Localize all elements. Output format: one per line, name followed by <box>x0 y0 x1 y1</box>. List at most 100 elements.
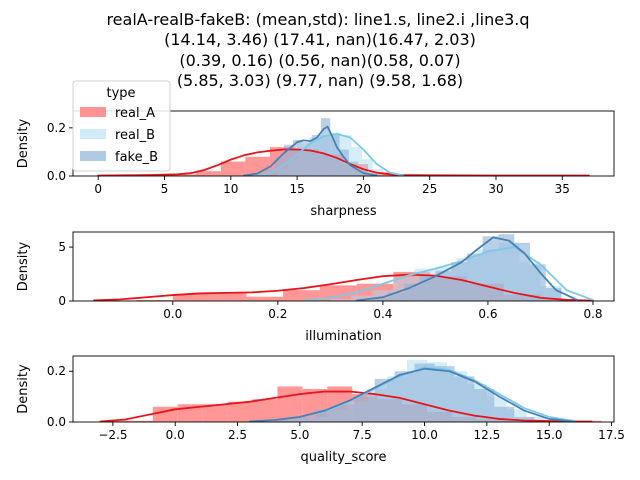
x-tick-label: 7.5 <box>353 428 372 442</box>
panel-illumination: 0.0 0.2 0.4 0.6 0.8 0 5 illumination Density <box>16 231 615 344</box>
bar-fake-b-9 <box>339 149 349 176</box>
bar-fake-b-7 <box>414 363 435 422</box>
bar-fake-b-5 <box>302 142 312 176</box>
x-axis-label: illumination <box>305 329 381 344</box>
x-tick-label: 0.0 <box>166 428 185 442</box>
x-tick-label: 0.6 <box>478 307 497 321</box>
bar-fake-b-0 <box>372 297 389 301</box>
legend-swatch-real-b <box>80 129 106 139</box>
legend: type real_A real_B fake_B <box>72 80 171 172</box>
bar-real-a-6 <box>252 399 278 422</box>
bar-fake-b-5 <box>374 378 395 422</box>
x-tick-label: 17.5 <box>598 428 625 442</box>
bar-real-a-4 <box>196 171 221 176</box>
kde-line-fake-b-quality-score <box>249 367 576 423</box>
bar-fake-b-8 <box>330 135 340 176</box>
panel-sharpness: 0 5 10 15 20 25 30 35 0.0 0.2 sharpness Density <box>16 110 615 219</box>
bar-fake-b-9 <box>514 242 530 301</box>
legend-swatch-real-a <box>80 107 106 117</box>
bar-real-b-7 <box>351 147 363 176</box>
x-axis-label: quality_score <box>301 450 387 465</box>
bar-fake-b-10 <box>474 389 495 422</box>
y-tick-label: 5 <box>58 240 66 254</box>
x-axis-label: sharpness <box>310 204 377 219</box>
bar-fake-b-12 <box>514 416 535 422</box>
bar-fake-b-0 <box>274 419 295 422</box>
y-axis-label: Density <box>16 364 31 414</box>
legend-label-real-a: real_A <box>115 106 155 121</box>
title-line-4: (5.85, 3.03) (9.77, nan) (9.58, 1.68) <box>177 71 463 90</box>
panel-quality-score: −2.5 0.0 2.5 5.0 7.5 10.0 12.5 15.0 17.5 0.0 0.2 qu… <box>16 355 625 465</box>
bar-fake-b-3 <box>334 404 355 422</box>
kde-line-fake-b-illumination <box>355 236 579 302</box>
bar-real-a-3 <box>209 292 247 301</box>
bar-real-a-5 <box>220 161 246 176</box>
x-tick-label: 0.2 <box>268 307 287 321</box>
x-tick-label: 10 <box>223 182 238 196</box>
bar-fake-b-10 <box>348 161 359 176</box>
x-tick-label: 35 <box>555 182 570 196</box>
bar-real-b-1 <box>351 295 373 301</box>
bar-fake-b-2 <box>274 156 284 176</box>
bar-fake-b-5 <box>451 262 467 301</box>
bar-fake-b-6 <box>311 135 321 176</box>
bar-real-a-3 <box>171 174 197 176</box>
kde-line-fake-b-sharpness <box>243 125 378 177</box>
bar-real-b-0 <box>330 298 352 301</box>
kde-line-real-a-sharpness <box>97 148 590 177</box>
x-tick-label: 0 <box>94 182 102 196</box>
series-fake-b-quality-score <box>274 363 535 422</box>
bar-real-a-5 <box>283 290 320 301</box>
y-axis-label: Density <box>16 241 31 291</box>
bar-real-a-5 <box>227 401 253 422</box>
y-tick-label: 0.2 <box>47 121 66 135</box>
y-tick-label: 0.2 <box>47 364 66 378</box>
bar-fake-b-7 <box>482 236 499 301</box>
legend-swatch-fake-b <box>80 151 106 161</box>
bar-fake-b-6 <box>466 253 483 301</box>
x-tick-label: 0.8 <box>583 307 602 321</box>
x-tick-label: 5 <box>161 182 169 196</box>
bar-fake-b-8 <box>434 366 455 422</box>
bar-real-a-4 <box>202 404 228 422</box>
x-tick-label: 30 <box>488 182 503 196</box>
kde-line-real-a-illumination <box>93 273 594 302</box>
kde-line-real-b-illumination <box>303 246 594 302</box>
bar-fake-b-4 <box>293 139 303 176</box>
y-axis-label: Density <box>16 118 31 168</box>
y-tick-label: 0.0 <box>47 415 66 429</box>
bar-fake-b-1 <box>388 292 404 302</box>
x-tick-label: 15.0 <box>536 428 563 442</box>
axes-frame-illumination <box>72 231 615 302</box>
bar-real-b-12 <box>526 416 547 422</box>
bar-real-a-1 <box>127 420 153 422</box>
title-line-1: realA-realB-fakeB: (mean,std): line1.s, … <box>106 10 529 29</box>
x-tick-label: 0.4 <box>373 307 392 321</box>
figure-title: realA-realB-fakeB: (mean,std): line1.s, … <box>106 10 529 90</box>
bar-fake-b-8 <box>498 234 515 301</box>
bar-fake-b-4 <box>354 396 375 422</box>
bar-real-a-7 <box>277 386 303 422</box>
x-tick-label: 0.0 <box>163 307 182 321</box>
y-tick-label: 0.0 <box>47 169 66 183</box>
bar-real-a-2 <box>172 293 210 301</box>
x-tick-label: 2.5 <box>228 428 247 442</box>
y-tick-label: 0 <box>58 294 66 308</box>
bar-fake-b-9 <box>454 376 475 422</box>
bar-fake-b-1 <box>294 416 315 422</box>
x-tick-label: 12.5 <box>473 428 500 442</box>
bar-fake-b-7 <box>320 118 331 176</box>
kde-line-real-b-sharpness <box>256 132 405 177</box>
bar-fake-b-6 <box>394 371 415 422</box>
legend-label-real-b: real_B <box>115 128 155 143</box>
x-tick-label: 15 <box>289 182 304 196</box>
legend-title: type <box>106 86 135 101</box>
bar-real-a-0 <box>102 420 128 422</box>
bar-real-a-6 <box>245 156 270 176</box>
legend-frame <box>72 80 171 172</box>
title-line-3: (0.39, 0.16) (0.56, nan)(0.58, 0.07) <box>179 51 460 70</box>
bar-real-b-8 <box>362 159 373 176</box>
kde-line-real-a-quality-score <box>99 390 593 423</box>
title-line-2: (14.14, 3.46) (17.41, nan)(16.47, 2.03) <box>164 30 476 49</box>
